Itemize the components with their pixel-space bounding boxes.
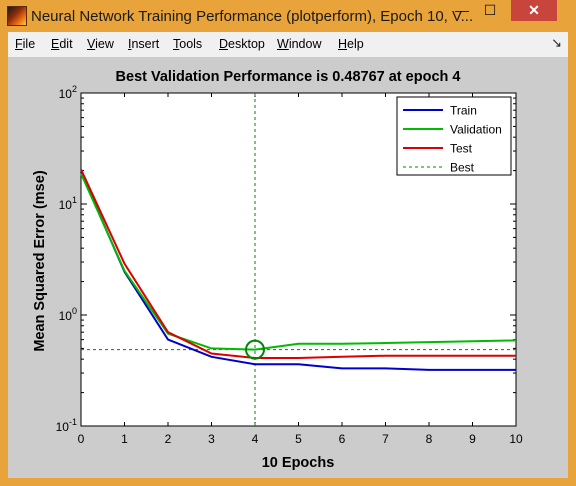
x-tick-label: 2 (165, 432, 172, 446)
x-tick-label: 5 (295, 432, 302, 446)
dock-arrow-icon[interactable]: ↘ (551, 35, 562, 50)
menu-tools[interactable]: Tools (173, 37, 203, 51)
x-tick-label: 0 (78, 432, 85, 446)
best-point-marker[interactable] (245, 339, 265, 360)
menu-help[interactable]: Help (338, 37, 364, 51)
minimize-button[interactable]: — (455, 2, 469, 18)
y-axis-label: Mean Squared Error (mse) (32, 170, 48, 351)
matlab-icon[interactable] (7, 6, 27, 26)
x-tick-label: 4 (252, 432, 259, 446)
x-tick-label: 1 (121, 432, 128, 446)
maximize-button[interactable]: ☐ (483, 2, 497, 18)
x-tick-label: 6 (339, 432, 346, 446)
menu-desktop[interactable]: Desktop (219, 37, 265, 51)
legend[interactable]: Train Validation Test Best (396, 96, 512, 176)
y-tick-label: 102 (59, 84, 77, 101)
legend-label-test: Test (450, 142, 473, 156)
series-line-train[interactable] (80, 171, 516, 371)
menu-edit[interactable]: Edit (51, 37, 73, 51)
menu-bar: File Edit View Insert Tools Desktop Wind… (8, 32, 568, 58)
x-tick-label: 7 (382, 432, 389, 446)
menu-window[interactable]: Window (277, 37, 322, 51)
x-axis-label: 10 Epochs (262, 455, 335, 471)
menu-insert[interactable]: Insert (128, 37, 160, 51)
window-title: Neural Network Training Performance (plo… (31, 8, 474, 25)
legend-label-train: Train (450, 104, 477, 118)
menu-file[interactable]: File (15, 37, 36, 51)
chart-title: Best Validation Performance is 0.48767 a… (116, 69, 461, 85)
legend-box (396, 96, 512, 176)
x-tick-label: 3 (208, 432, 215, 446)
series-line-test[interactable] (80, 168, 516, 359)
menu-view[interactable]: View (87, 37, 114, 51)
title-bar[interactable]: Neural Network Training Performance (plo… (0, 0, 576, 32)
performance-plot: Best Validation Performance is 0.48767 a… (32, 69, 523, 471)
legend-label-validation: Validation (450, 123, 502, 137)
y-tick-label: 10-1 (56, 417, 77, 434)
close-button[interactable]: ✕ (511, 0, 557, 21)
series-line-validation[interactable] (80, 173, 517, 351)
y-tick-label: 101 (59, 195, 77, 212)
x-tick-label: 8 (426, 432, 433, 446)
x-tick-label: 9 (469, 432, 476, 446)
x-tick-label: 10 (509, 432, 523, 446)
legend-label-best: Best (450, 161, 475, 175)
y-tick-label: 100 (59, 306, 77, 323)
figure-canvas: Best Validation Performance is 0.48767 a… (8, 57, 568, 478)
